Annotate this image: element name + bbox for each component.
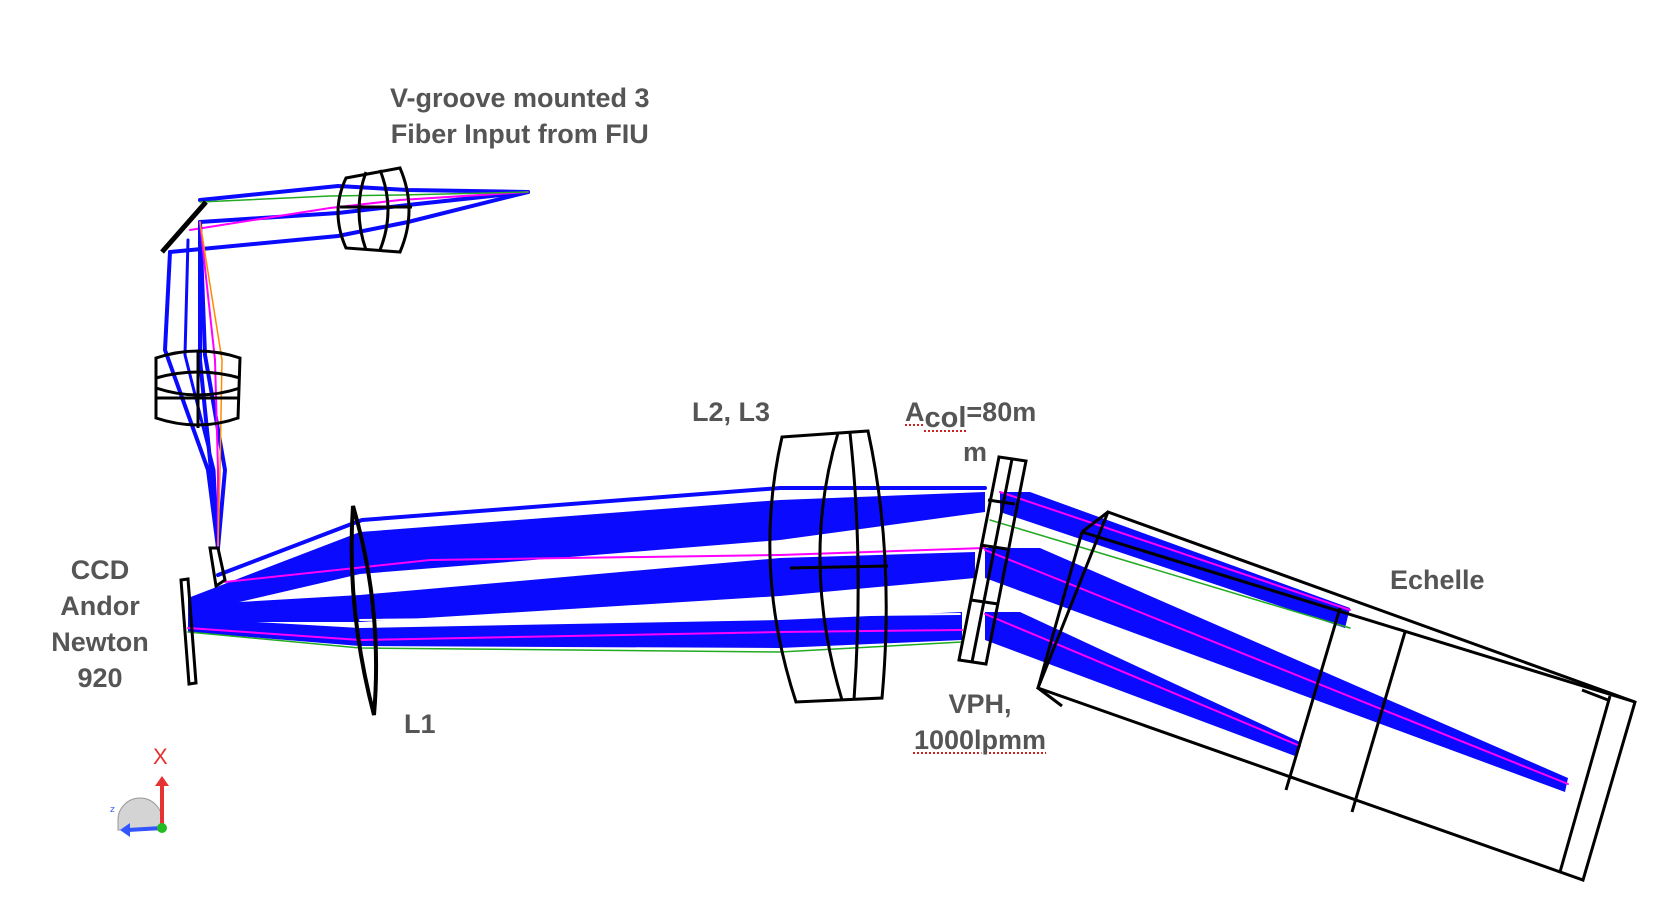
axis-y-dot: [157, 823, 167, 833]
axis-x-label: X: [153, 744, 168, 769]
echelle-label: Echelle: [1390, 565, 1485, 595]
fiber-input-label: V-groove mounted 3 Fiber Input from FIU: [390, 83, 650, 149]
l2-l3-lens-group: [768, 429, 889, 704]
acol-label: Acol=80m: [905, 397, 1037, 434]
fold-mirror: [160, 200, 208, 254]
acol-label-wrap: m: [963, 437, 988, 467]
coordinate-axes-triad: z X: [110, 744, 169, 837]
echelle-grating-box: [1036, 510, 1637, 882]
collimator-lens-group: [336, 166, 412, 254]
l1-lens: [349, 505, 379, 716]
svg-text:z: z: [110, 805, 115, 815]
vph-grating: [957, 455, 1028, 666]
beam-fold-to-ccd: [162, 220, 228, 550]
axis-z-arrow: [127, 826, 163, 832]
l1-label: L1: [404, 709, 436, 739]
relay-lens-group: [154, 349, 242, 428]
ccd-detector: [179, 546, 227, 686]
ccd-label: CCD Andor Newton 920: [51, 555, 149, 693]
vph-label: VPH, 1000lpmm: [913, 689, 1047, 755]
beam-fiber-to-fold: [168, 183, 530, 254]
l2-l3-label: L2, L3: [692, 397, 771, 427]
beam-to-echelle: [984, 491, 1569, 792]
beam-main-path: [187, 486, 987, 653]
